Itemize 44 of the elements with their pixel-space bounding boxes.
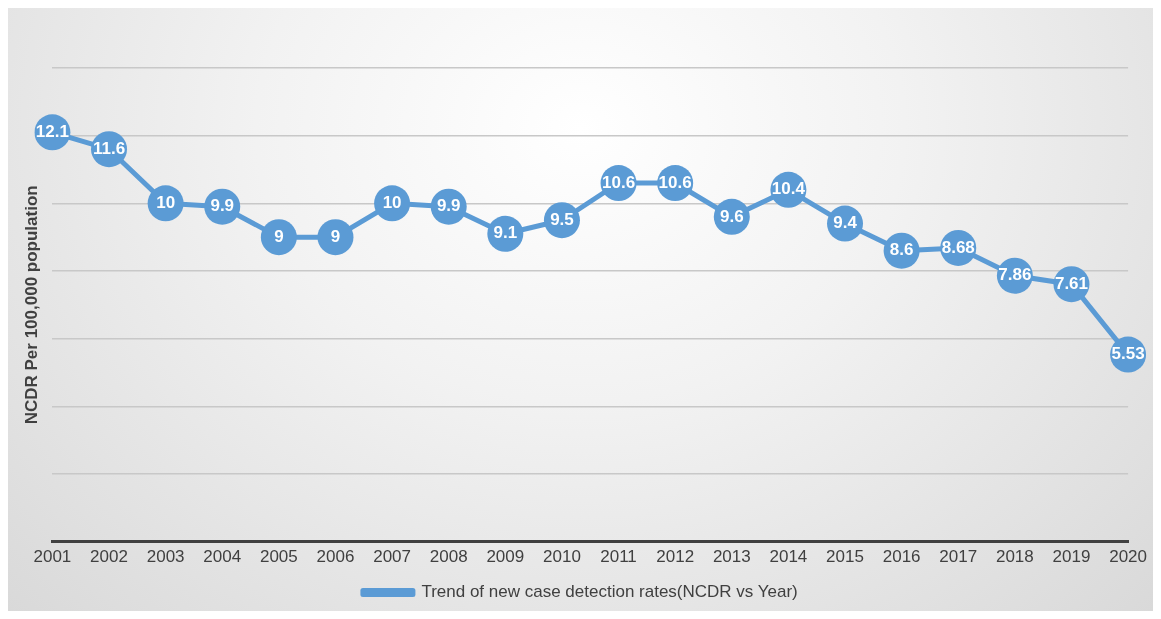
x-tick-label: 2013 (712, 547, 751, 567)
data-label: 8.68 (941, 237, 975, 257)
x-tick-label: 2005 (259, 547, 298, 567)
data-label: 9.9 (210, 196, 235, 216)
x-tick-label: 2017 (939, 547, 978, 567)
x-tick-label: 2018 (995, 547, 1034, 567)
x-tick-label: 2007 (373, 547, 412, 567)
point (260, 219, 297, 256)
x-tick-label: 2012 (656, 547, 695, 567)
x-tick-label: 2006 (316, 547, 355, 567)
data-label: 9 (274, 226, 284, 246)
data-label: 12.1 (35, 121, 69, 141)
x-tick-label: 2014 (769, 547, 808, 567)
data-label: 10 (382, 193, 402, 212)
y-axis-title: NCDR Per 100,000 population (21, 185, 41, 425)
data-label: 9 (330, 226, 341, 246)
data-label: 10.4 (771, 179, 806, 199)
data-label: 9.1 (493, 223, 518, 243)
x-tick-label: 2016 (882, 547, 921, 567)
data-label: 10.6 (602, 172, 636, 192)
data-label: 8.6 (889, 240, 914, 260)
data-label: 9.6 (719, 206, 744, 226)
x-tick-label: 2002 (90, 547, 128, 567)
data-label: 10 (156, 193, 176, 212)
data-label: 9.5 (550, 209, 574, 229)
data-label: 10.6 (658, 172, 692, 192)
x-tick-label: 2015 (826, 547, 864, 567)
x-tick-label: 2019 (1052, 547, 1091, 567)
x-tick-label: 2004 (203, 547, 242, 567)
point (317, 219, 354, 256)
x-tick-label: 2001 (33, 547, 72, 567)
legend-label: Trend of new case detection rates(NCDR vs Year) (421, 582, 798, 602)
x-tick-label: 2020 (1109, 547, 1147, 567)
data-label: 9.9 (436, 196, 461, 216)
data-label: 7.86 (998, 265, 1032, 285)
data-label: 5.53 (1111, 344, 1145, 364)
data-label: 7.61 (1054, 273, 1089, 293)
x-tick-label: 2009 (486, 547, 525, 567)
data-label: 11.6 (92, 138, 126, 158)
x-tick-label: 2003 (146, 547, 185, 567)
data-label: 9.4 (833, 213, 858, 233)
x-tick-label: 2010 (543, 547, 581, 567)
x-tick-label: 2011 (600, 547, 637, 567)
x-tick-label: 2008 (429, 547, 468, 567)
